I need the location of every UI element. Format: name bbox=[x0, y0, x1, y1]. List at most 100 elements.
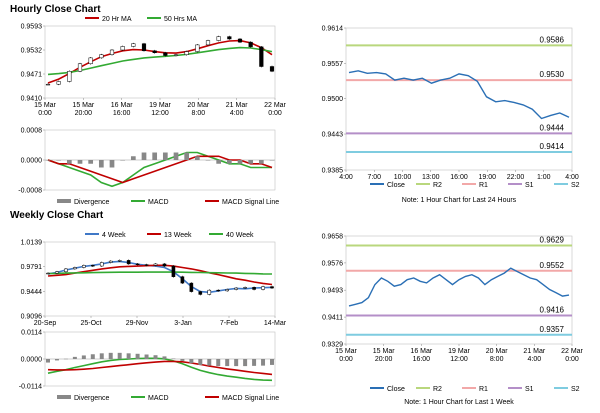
x-tick-label: 16:00 bbox=[113, 110, 131, 117]
price-candle bbox=[184, 51, 189, 55]
x-tick-label: 7-Feb bbox=[220, 320, 238, 327]
legend-label: R1 bbox=[479, 386, 488, 393]
divergence-bar bbox=[56, 160, 62, 161]
level-label-r2: 0.9586 bbox=[540, 35, 565, 44]
price-candle bbox=[67, 70, 72, 82]
legend-label: S2 bbox=[571, 386, 580, 393]
y-tick-label: 0.9658 bbox=[322, 234, 344, 241]
level-label-s1: 0.9416 bbox=[540, 305, 565, 314]
y-tick-label: 0.9471 bbox=[21, 72, 43, 79]
divergence-bar bbox=[72, 356, 77, 359]
price-candle bbox=[73, 267, 77, 270]
divergence-bar bbox=[135, 353, 140, 359]
divergence-bar bbox=[171, 358, 176, 360]
divergence-bar bbox=[173, 152, 179, 160]
y-tick-label: 0.9532 bbox=[21, 48, 43, 55]
price-candle bbox=[237, 38, 243, 43]
y-tick-label: 0.0114 bbox=[21, 330, 42, 337]
x-tick-label: 15 Mar bbox=[72, 102, 94, 109]
divergence-bar bbox=[46, 359, 50, 363]
divergence-bar bbox=[258, 160, 264, 164]
divergence-bar bbox=[45, 160, 51, 161]
price-candle bbox=[225, 289, 229, 292]
price-candle bbox=[252, 287, 256, 290]
divergence-bar bbox=[207, 359, 212, 366]
series-line-macd bbox=[47, 357, 273, 382]
level-label-s2: 0.9357 bbox=[540, 325, 565, 334]
x-tick-label: 22:00 bbox=[507, 174, 525, 181]
price-candle bbox=[163, 52, 168, 56]
divergence-bar bbox=[237, 160, 243, 164]
x-tick-label: 13:00 bbox=[422, 174, 440, 181]
x-tick-label: 14-Mar bbox=[264, 320, 287, 327]
y-tick-label: 0.0000 bbox=[21, 158, 43, 165]
divergence-bar bbox=[109, 160, 115, 168]
x-tick-label: 20 Mar bbox=[187, 102, 209, 109]
price-candle bbox=[56, 81, 61, 85]
divergence-bar bbox=[66, 160, 72, 164]
divergence-bar bbox=[117, 352, 122, 359]
divergence-bar bbox=[252, 359, 257, 366]
divergence-bar bbox=[243, 359, 248, 367]
divergence-bar bbox=[225, 359, 230, 367]
level-label-s2: 0.9414 bbox=[540, 142, 565, 151]
price-candle bbox=[216, 289, 221, 292]
y-tick-label: 0.9096 bbox=[21, 314, 43, 321]
divergence-bar bbox=[248, 160, 254, 164]
x-tick-label: 16 Mar bbox=[111, 102, 133, 109]
series-line-macd bbox=[47, 151, 272, 188]
price-candle bbox=[207, 289, 212, 295]
price-candle bbox=[135, 263, 140, 265]
divergence-bar bbox=[54, 359, 59, 361]
price-candle bbox=[171, 265, 176, 277]
x-tick-label: 21 Mar bbox=[226, 102, 248, 109]
divergence-bar bbox=[153, 355, 158, 359]
divergence-bar bbox=[194, 156, 200, 160]
legend-label: Divergence bbox=[74, 395, 110, 402]
price-candle bbox=[261, 286, 265, 290]
price-candle bbox=[198, 291, 203, 295]
plot-area bbox=[345, 235, 573, 345]
price-candle bbox=[189, 282, 194, 292]
series-line-close bbox=[348, 70, 570, 120]
price-candle bbox=[99, 54, 104, 59]
legend-label: MACD bbox=[148, 199, 169, 206]
hourly-macd-chart: 0.0008 0.0000 -0.0008 Divergence MACD MACD Si… bbox=[18, 128, 279, 207]
y-tick-label: 0.9493 bbox=[322, 288, 344, 295]
price-candle bbox=[117, 260, 122, 262]
legend-label: MACD Signal Line bbox=[222, 199, 279, 206]
price-candle bbox=[77, 63, 83, 72]
y-tick-label: 0.9410 bbox=[21, 96, 43, 103]
x-tick-label: 20 Mar bbox=[486, 348, 508, 355]
price-candle bbox=[248, 41, 253, 48]
price-candle bbox=[91, 265, 95, 267]
y-tick-label: 0.9443 bbox=[322, 132, 344, 139]
y-tick-label: 0.9329 bbox=[322, 342, 344, 349]
legend-swatch-divergence bbox=[57, 199, 71, 203]
legend-label: MACD bbox=[148, 395, 169, 402]
price-candle bbox=[195, 44, 200, 52]
legend-label: 20 Hr MA bbox=[102, 16, 132, 23]
legend-label: 40 Week bbox=[226, 232, 254, 239]
price-candle bbox=[64, 268, 68, 272]
plot-area bbox=[44, 25, 276, 99]
divergence-bar bbox=[99, 353, 104, 359]
level-label-r1: 0.9552 bbox=[540, 261, 565, 270]
divergence-bar bbox=[98, 160, 104, 168]
divergence-bar bbox=[189, 359, 194, 364]
x-tick-label: 19 Mar bbox=[149, 102, 171, 109]
y-tick-label: 0.9557 bbox=[322, 61, 344, 68]
y-tick-label: 0.9614 bbox=[322, 26, 344, 33]
price-candle bbox=[99, 262, 104, 267]
price-candle bbox=[152, 50, 157, 54]
price-candle bbox=[227, 36, 232, 40]
y-tick-label: 0.9576 bbox=[322, 260, 344, 267]
divergence-bar bbox=[216, 160, 222, 164]
divergence-bar bbox=[90, 354, 95, 359]
divergence-bar bbox=[152, 152, 158, 160]
price-candle bbox=[55, 271, 59, 274]
x-tick-label: 0:00 bbox=[565, 356, 579, 363]
